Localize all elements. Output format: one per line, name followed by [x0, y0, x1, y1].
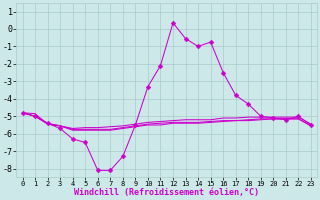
X-axis label: Windchill (Refroidissement éolien,°C): Windchill (Refroidissement éolien,°C) — [74, 188, 259, 197]
